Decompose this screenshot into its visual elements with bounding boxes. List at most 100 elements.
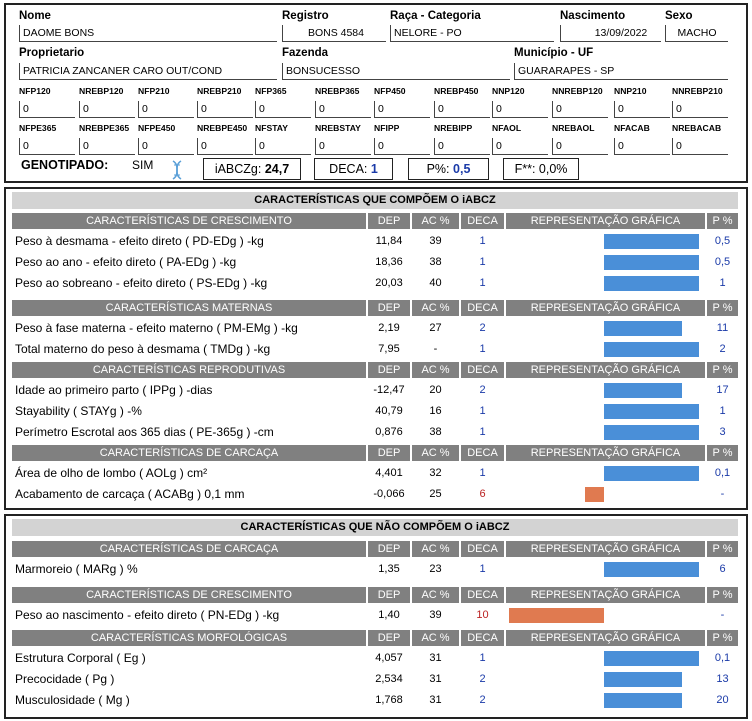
grafica-column-header: REPRESENTAÇÃO GRÁFICA (506, 630, 705, 646)
dna-icon (172, 160, 182, 180)
small-field-value: 0 (197, 101, 253, 118)
ac-value: - (433, 343, 438, 355)
small-field-value: 0 (374, 138, 430, 155)
iabczg-box: iABCZg: 24,7 (203, 158, 301, 180)
ac-column-header: AC % (412, 300, 459, 316)
bar-graphic (585, 487, 604, 502)
ac-value: 40 (429, 277, 442, 289)
p-column-header: P % (707, 445, 738, 461)
raca-field: NELORE - PO (390, 25, 554, 42)
deca-value: 1 (479, 563, 486, 575)
deca-value: 10 (476, 609, 489, 621)
p-label: P%: (426, 162, 450, 176)
small-field-label: NNREBP210 (672, 86, 723, 96)
small-field-label: NREBSTAY (315, 123, 361, 133)
municipio-label: Município - UF (514, 47, 594, 59)
small-field-label: NFACAB (614, 123, 650, 133)
deca-value: 1 (479, 256, 486, 268)
grafica-column-header: REPRESENTAÇÃO GRÁFICA (506, 587, 705, 603)
small-field-value: 0 (255, 138, 311, 155)
ac-value: 31 (429, 652, 442, 664)
ac-value: 31 (429, 673, 442, 685)
dep-column-header: DEP (368, 630, 410, 646)
bar-graphic (604, 693, 682, 708)
deca-label: DECA: (329, 162, 368, 176)
small-field-label: NREBP450 (434, 86, 479, 96)
group-header: CARACTERÍSTICAS MORFOLÓGICAS (12, 630, 366, 646)
small-field-value: 0 (19, 138, 75, 155)
deca-column-header: DECA (461, 213, 504, 229)
ac-value: 32 (429, 467, 442, 479)
p-value: 1 (719, 405, 726, 417)
trait-label: Estrutura Corporal ( Eg ) (15, 651, 146, 665)
deca-value: 1 (479, 235, 486, 247)
p-value: - (720, 488, 725, 500)
small-field-label: NREBP365 (315, 86, 360, 96)
trait-label: Peso ao nascimento - efeito direto ( PN-… (15, 608, 280, 622)
ac-column-header: AC % (412, 630, 459, 646)
grafica-column-header: REPRESENTAÇÃO GRÁFICA (506, 445, 705, 461)
nome-field: DAOME BONS (19, 25, 277, 42)
small-field-value: 0 (79, 101, 135, 118)
ac-value: 39 (429, 609, 442, 621)
registro-field: BONS 4584 (282, 25, 386, 42)
dep-column-header: DEP (368, 587, 410, 603)
dep-value: -12,47 (373, 384, 405, 396)
ac-value: 16 (429, 405, 442, 417)
small-field-value: 0 (552, 138, 608, 155)
small-field-value: 0 (434, 138, 490, 155)
dep-value: 4,057 (375, 652, 403, 664)
trait-label: Peso ao sobreano - efeito direto ( PS-ED… (15, 276, 268, 290)
small-field-value: 0 (138, 138, 194, 155)
deca-value: 2 (479, 673, 486, 685)
small-field-value: 0 (255, 101, 311, 118)
nome-label: Nome (19, 10, 51, 22)
genotipado-value: SIM (132, 158, 154, 172)
iabczg-value: 24,7 (264, 162, 290, 176)
deca-column-header: DECA (461, 445, 504, 461)
small-field-label: NNP120 (492, 86, 525, 96)
ac-value: 27 (429, 322, 442, 334)
small-field-label: NREBPE450 (197, 123, 248, 133)
trait-label: Acabamento de carcaça ( ACABg ) 0,1 mm (15, 487, 245, 501)
bar-graphic (604, 321, 682, 336)
small-field-label: NREBAOL (552, 123, 595, 133)
sexo-label: Sexo (665, 10, 693, 22)
p-value: 20 (716, 694, 729, 706)
small-field-label: NREBPE365 (79, 123, 130, 133)
grafica-column-header: REPRESENTAÇÃO GRÁFICA (506, 300, 705, 316)
raca-label: Raça - Categoria (390, 10, 481, 22)
bar-graphic (604, 466, 699, 481)
p-column-header: P % (707, 541, 738, 557)
group-header: CARACTERÍSTICAS DE CRESCIMENTO (12, 587, 366, 603)
p-value: - (720, 609, 725, 621)
trait-label: Idade ao primeiro parto ( IPPg ) -dias (15, 383, 213, 397)
dep-value: 20,03 (375, 277, 403, 289)
group-header: CARACTERÍSTICAS DE CARCAÇA (12, 541, 366, 557)
bar-graphic (604, 342, 699, 357)
non-iabcz-section-panel (4, 514, 748, 719)
dep-value: 18,36 (375, 256, 403, 268)
dep-column-header: DEP (368, 213, 410, 229)
deca-value: 1 (479, 405, 486, 417)
deca-column-header: DECA (461, 630, 504, 646)
bar-graphic (604, 672, 682, 687)
bar-graphic (604, 562, 699, 577)
small-field-label: NFAOL (492, 123, 522, 133)
p-box: P%: 0,5 (408, 158, 489, 180)
f-box: F**: 0,0% (503, 158, 579, 180)
deca-value: 2 (479, 384, 486, 396)
bar-graphic (604, 404, 699, 419)
bar-graphic (604, 234, 699, 249)
deca-value: 2 (479, 322, 486, 334)
deca-value: 1 (479, 343, 486, 355)
grafica-column-header: REPRESENTAÇÃO GRÁFICA (506, 362, 705, 378)
deca-box: DECA: 1 (314, 158, 393, 180)
dep-value: 1,35 (378, 563, 400, 575)
ac-column-header: AC % (412, 587, 459, 603)
p-value: 0,1 (714, 652, 731, 664)
f-value: 0,0% (538, 162, 568, 176)
small-field-label: NFPE365 (19, 123, 57, 133)
small-field-label: NREBP210 (197, 86, 242, 96)
ac-value: 31 (429, 694, 442, 706)
